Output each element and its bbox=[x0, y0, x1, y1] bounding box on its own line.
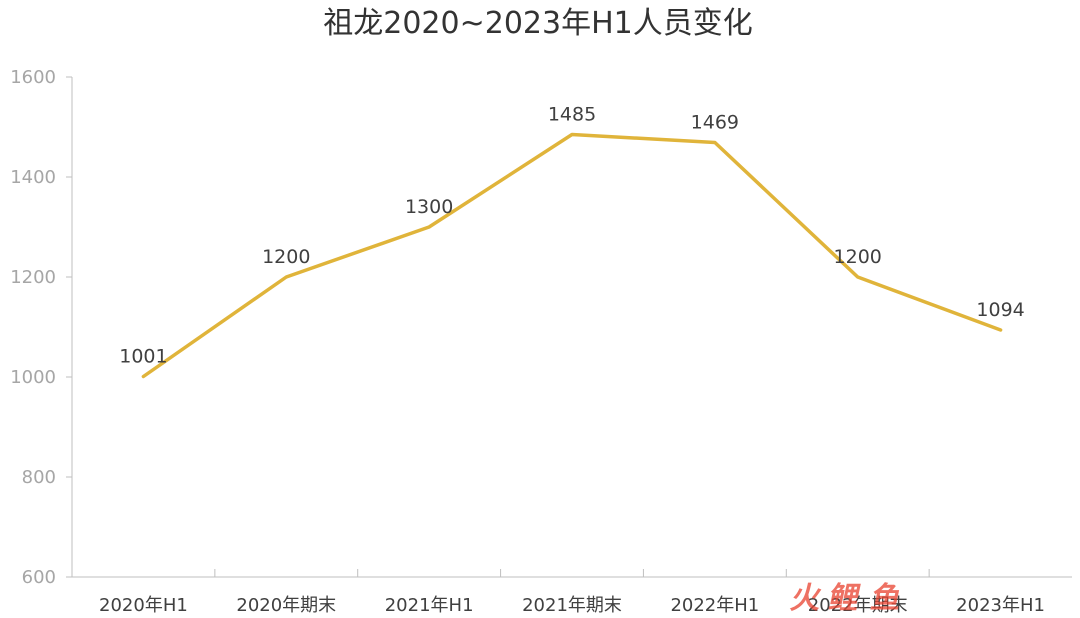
y-axis-tick-labels: 600 800 1000 1200 1400 1600 bbox=[10, 67, 56, 588]
series-line-group bbox=[141, 132, 1003, 379]
chart-title: 祖龙2020~2023年H1人员变化 bbox=[323, 6, 752, 41]
y-tick-label: 800 bbox=[22, 467, 56, 488]
x-tick-label: 2022年H1 bbox=[670, 595, 759, 616]
data-label: 1485 bbox=[548, 104, 596, 126]
watermark-glyph: 鲤 bbox=[826, 581, 863, 616]
data-label: 1001 bbox=[119, 346, 167, 368]
x-tick-label: 2021年期末 bbox=[522, 595, 622, 616]
series-line bbox=[141, 132, 1003, 379]
x-tick-label: 2020年期末 bbox=[236, 595, 336, 616]
x-tick-label: 2021年H1 bbox=[385, 595, 474, 616]
x-tick-label: 2020年H1 bbox=[99, 595, 188, 616]
y-tick-label: 1000 bbox=[10, 367, 56, 388]
y-tick-label: 1200 bbox=[10, 267, 56, 288]
data-label: 1469 bbox=[691, 112, 739, 134]
x-tick-label: 2023年H1 bbox=[956, 595, 1045, 616]
y-tick-label: 1600 bbox=[10, 67, 56, 88]
data-label: 1200 bbox=[834, 246, 882, 268]
y-tick-label: 600 bbox=[22, 567, 56, 588]
axes bbox=[66, 76, 1072, 578]
x-axis-tick-labels: 2020年H1 2020年期末 2021年H1 2021年期末 2022年H1 2022年… bbox=[99, 595, 1045, 616]
data-label: 1200 bbox=[262, 246, 310, 268]
data-label: 1300 bbox=[405, 196, 453, 218]
watermark-logo: 火鲤鱼 bbox=[788, 580, 906, 616]
x-tick-label: 2022年期末 bbox=[808, 595, 908, 616]
data-label: 1094 bbox=[976, 299, 1024, 321]
data-labels: 1001 1200 1300 1485 1469 1200 1094 bbox=[119, 104, 1025, 368]
y-tick-label: 1400 bbox=[10, 167, 56, 188]
